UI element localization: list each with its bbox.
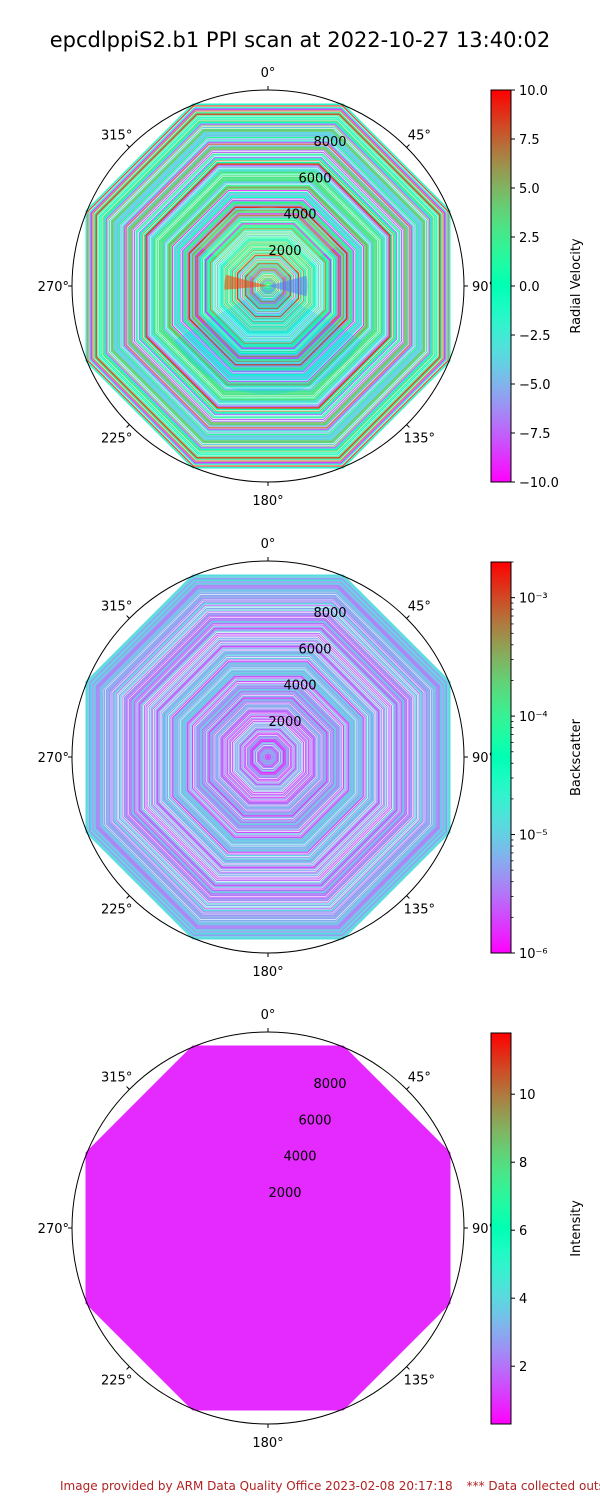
angle-tick [126,1366,130,1370]
polar-panel-3: 0° 45° 90° 135° 180° 225° 270° 315° 2000 4000 6000… [38,1008,495,1451]
angle-tick-label: 135° [404,431,435,446]
angle-tick [126,1086,130,1090]
angle-tick-label: 270° [38,280,69,295]
range-ring [263,281,273,291]
velocity-sector [173,286,363,395]
colorbar-tick-label: −7.5 [519,427,551,442]
data-field-3 [85,1045,451,1411]
range-ring [264,753,272,761]
radial-tick-label: 2000 [268,1186,301,1201]
radial-tick-label: 4000 [283,208,316,223]
data-field-1 [85,103,451,469]
colorbar-tick-label: 4 [519,1292,527,1307]
colorbar-label: Backscatter [569,718,584,796]
colorbar-scale [490,1032,512,1425]
colorbar-scale [490,89,512,483]
colorbar-tick-label: 10⁻⁶ [519,947,548,962]
velocity-sector [199,207,337,286]
data-field-2 [85,574,451,940]
angle-tick-label: 180° [252,494,283,509]
velocity-sector [224,274,268,290]
colorbar-tick-label: 10.0 [519,84,548,99]
angle-tick [126,895,130,899]
radial-tick-label: 2000 [268,244,301,259]
intensity-field [85,1045,451,1411]
angle-tick [126,144,130,148]
angle-tick-label: 180° [252,1436,283,1451]
angle-tick [406,895,410,899]
angle-tick-label: 45° [408,1071,431,1086]
angle-tick-label: 135° [404,902,435,917]
angle-tick-label: 90° [472,751,495,766]
polar-panel-2: 0° 45° 90° 135° 180° 225° 270° 315° 2000 4000 6000… [38,537,495,980]
colorbar-tick-label: 10⁻⁵ [519,829,548,844]
angle-tick-label: 270° [38,1222,69,1237]
angle-tick [406,615,410,619]
colorbar-2: 10⁻³ 10⁻⁴ 10⁻⁵ 10⁻⁶ Backscatter [490,561,584,962]
radial-tick-label: 6000 [298,642,331,657]
angle-tick-label: 315° [101,600,132,615]
figure-title: epcdlppiS2.b1 PPI scan at 2022-10-27 13:… [49,28,551,52]
colorbar-tick-label: 2 [519,1360,527,1375]
colorbar-tick-label: −10.0 [519,476,559,491]
angle-tick [126,424,130,428]
colorbar-tick-label: 10⁻³ [519,592,548,607]
colorbar-1: 10.0 7.5 5.0 2.5 0.0 −2.5 −5.0 −7.5 −10.0 Radial … [490,84,584,491]
angle-tick-label: 270° [38,751,69,766]
footer: Image provided by ARM Data Quality Offic… [60,1479,600,1493]
angle-tick-label: 0° [261,66,276,81]
radial-tick-label: 6000 [298,1113,331,1128]
angle-tick-label: 0° [261,537,276,552]
angle-tick-label: 45° [408,129,431,144]
angle-tick-label: 90° [472,1222,495,1237]
colorbar-tick-label: 10 [519,1088,536,1103]
angle-tick-label: 315° [101,129,132,144]
angle-tick-label: 225° [101,1373,132,1388]
footer-notice: *** Data collected outside [466,1479,600,1493]
angle-tick-label: 225° [101,902,132,917]
angle-tick [406,144,410,148]
colorbar-label: Intensity [569,1200,584,1257]
angle-tick-label: 90° [472,280,495,295]
range-ring [266,755,270,759]
colorbar-tick-label: 7.5 [519,133,540,148]
colorbar-3: 10 8 6 4 2 Intensity [490,1032,584,1425]
radial-tick-label: 8000 [313,135,346,150]
colorbar-tick-label: −2.5 [519,329,551,344]
colorbar-label: Radial Velocity [569,238,584,334]
footer-credit: Image provided by ARM Data Quality Offic… [60,1479,453,1493]
angle-tick [126,615,130,619]
velocity-sector [268,275,308,297]
angle-tick-label: 45° [408,600,431,615]
angle-tick [406,424,410,428]
colorbar-tick-label: 0.0 [519,280,540,295]
colorbar-tick-label: −5.0 [519,378,551,393]
colorbar-tick-label: 5.0 [519,182,540,197]
radial-tick-label: 4000 [283,1150,316,1165]
radial-tick-label: 2000 [268,715,301,730]
range-ring [263,752,273,762]
colorbar-tick-label: 2.5 [519,231,540,246]
angle-tick-label: 180° [252,965,283,980]
angle-tick [406,1366,410,1370]
colorbar-tick-label: 6 [519,1224,527,1239]
polar-panel-1: 0° 45° 90° 135° 180° 225° 270° 315° 2000 4000 6000… [38,66,495,509]
radial-tick-label: 8000 [313,1077,346,1092]
colorbar-tick-label: 10⁻⁴ [519,710,548,725]
angle-tick-label: 315° [101,1071,132,1086]
colorbar-scale [490,561,512,954]
angle-tick-label: 0° [261,1008,276,1023]
radial-tick-label: 6000 [298,171,331,186]
angle-tick [406,1086,410,1090]
radial-tick-label: 4000 [283,679,316,694]
range-ring [264,282,272,290]
angle-tick-label: 135° [404,1373,435,1388]
radial-tick-label: 8000 [313,606,346,621]
colorbar-tick-label: 8 [519,1156,527,1171]
angle-tick-label: 225° [101,431,132,446]
